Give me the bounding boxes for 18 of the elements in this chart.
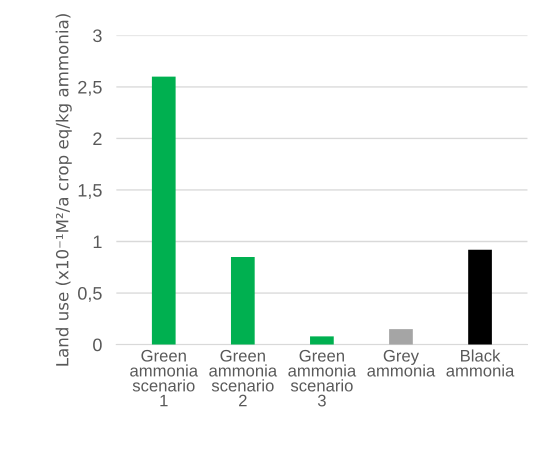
x-tick-label: Black ammonia xyxy=(446,349,514,377)
y-tick-label: 2 xyxy=(93,132,102,145)
bar xyxy=(389,329,413,345)
bar xyxy=(468,250,492,345)
x-tick-label: Grey ammonia xyxy=(367,350,436,377)
x-tick-label: Green ammonia scenario 3 xyxy=(288,350,356,406)
y-tick-label: 0,5 xyxy=(78,286,102,302)
y-tick-label: 1,5 xyxy=(78,184,102,199)
y-tick-label: 0 xyxy=(93,338,102,352)
y-tick-label: 2,5 xyxy=(78,80,102,96)
x-tick-label: Green ammonia scenario 1 xyxy=(130,350,198,406)
y-axis-title: Land use (x10⁻¹M²/a crop eq/kg ammonia) xyxy=(56,14,72,366)
y-tick-label: 3 xyxy=(93,29,102,42)
bar xyxy=(152,76,176,345)
x-tick-label: Green ammonia scenario 2 xyxy=(209,350,278,406)
bar xyxy=(230,256,255,345)
bar xyxy=(310,336,334,345)
y-tick-label: 1 xyxy=(94,236,102,248)
